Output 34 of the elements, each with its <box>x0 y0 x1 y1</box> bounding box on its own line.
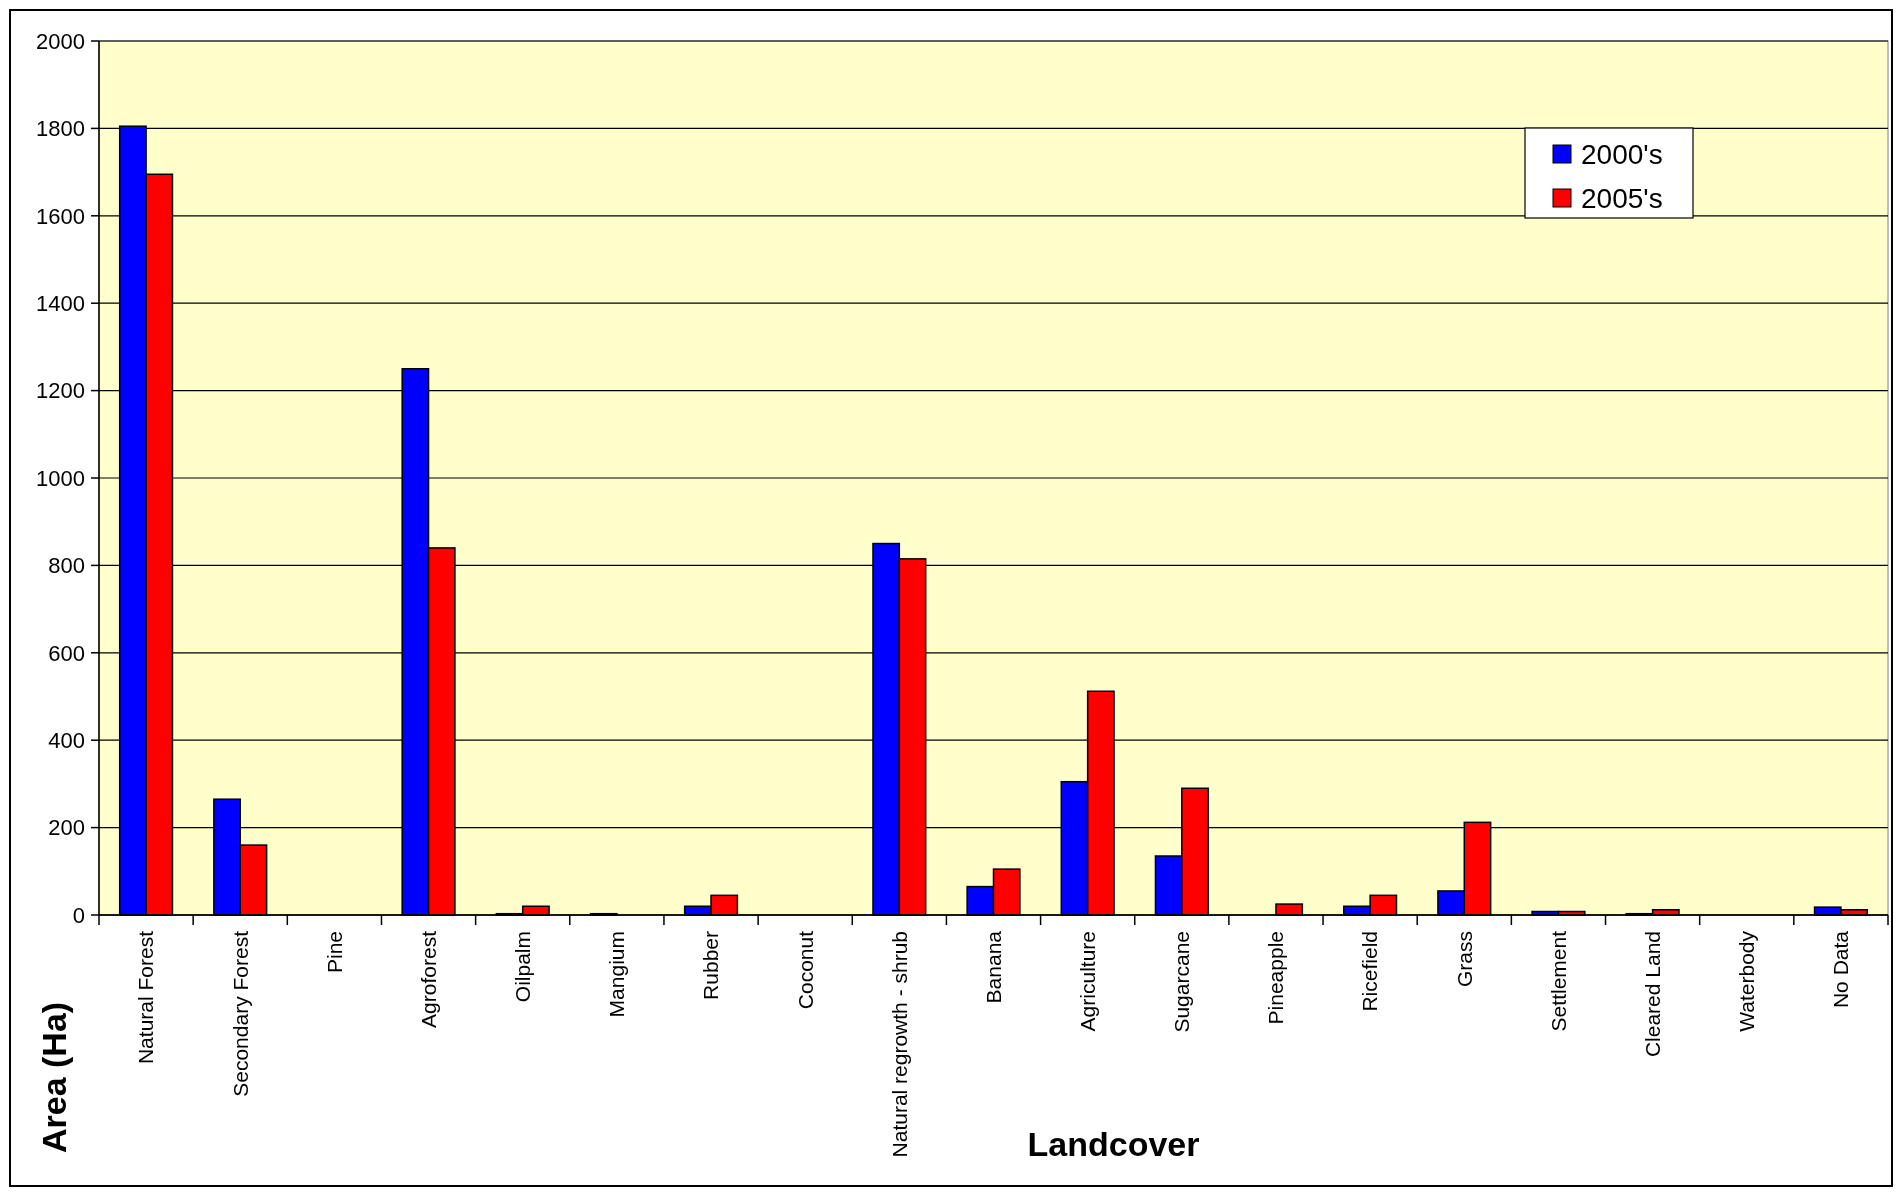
x-tick-label: Pineapple <box>1264 931 1288 1025</box>
x-tick-label: Settlement <box>1546 930 1570 1032</box>
y-axis-title: Area (Ha) <box>35 1001 73 1153</box>
y-tick-label: 1600 <box>36 203 85 229</box>
x-tick-label: Pine <box>322 931 346 974</box>
legend-label: 2005's <box>1581 182 1663 214</box>
x-tick-label: Sugarcane <box>1170 931 1194 1033</box>
x-tick-label: Banana <box>981 930 1005 1004</box>
x-tick-label: Secondary Forest <box>228 930 252 1097</box>
y-tick-label: 400 <box>48 727 85 753</box>
y-tick-label: 600 <box>48 640 85 666</box>
x-tick-label: Cleared Land <box>1640 931 1664 1058</box>
y-tick-label: 1000 <box>36 465 85 491</box>
legend-label: 2000's <box>1581 138 1663 170</box>
y-tick-label: 0 <box>72 902 85 928</box>
y-tick-label: 200 <box>48 815 85 841</box>
x-tick-label: Grass <box>1452 931 1476 988</box>
x-tick-label: Waterbody <box>1735 930 1759 1032</box>
x-tick-label: Ricefield <box>1358 931 1382 1012</box>
x-tick-label: Agroforest <box>416 930 440 1028</box>
y-tick-label: 1400 <box>36 290 85 316</box>
y-tick-label: 1800 <box>36 116 85 142</box>
x-tick-label: Oilpalm <box>511 931 535 1003</box>
x-axis-title: Landcover <box>1027 1125 1200 1163</box>
y-tick-label: 1200 <box>36 378 85 404</box>
y-tick-label: 800 <box>48 553 85 579</box>
x-tick-label: Coconut <box>793 930 817 1010</box>
x-tick-label: Natural Forest <box>134 930 158 1065</box>
y-tick-label: 2000 <box>36 28 85 54</box>
x-tick-label: No Data <box>1829 930 1853 1009</box>
x-tick-label: Natural regrowth - shrub <box>887 931 911 1158</box>
x-tick-label: Agriculture <box>1076 931 1100 1032</box>
x-tick-label: Mangium <box>605 931 629 1018</box>
x-tick-label: Rubber <box>699 931 723 1000</box>
